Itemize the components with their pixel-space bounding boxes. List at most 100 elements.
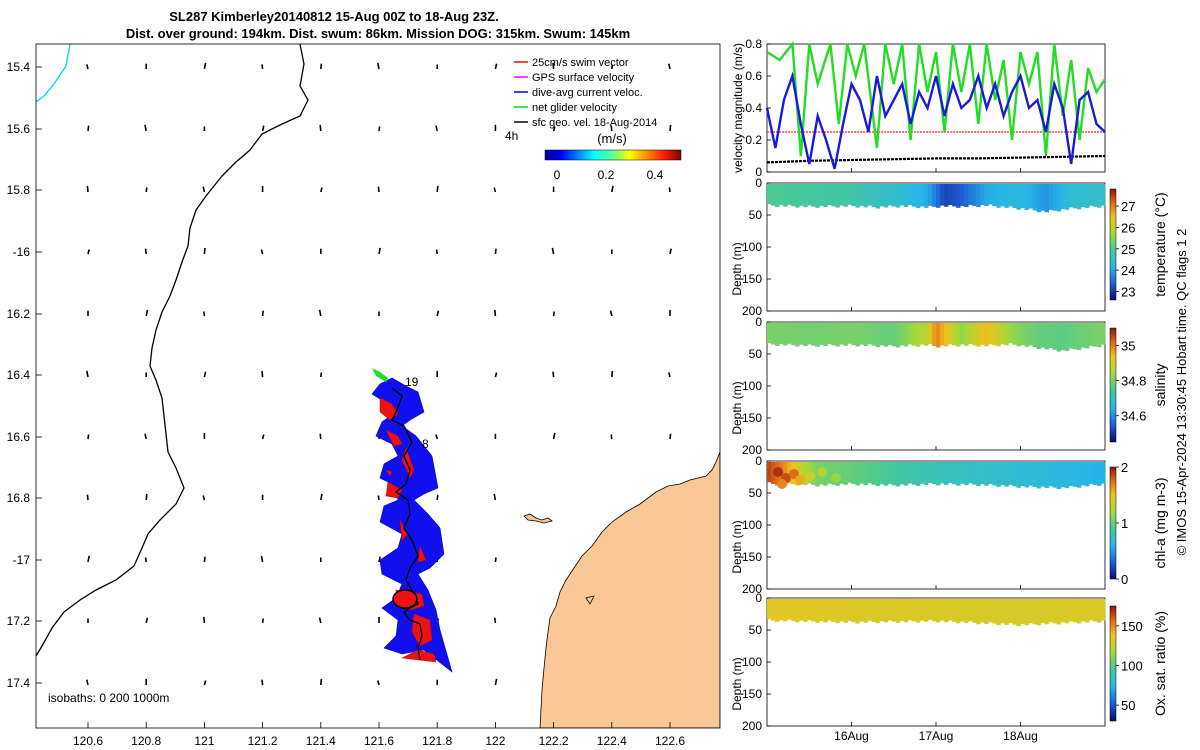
section-data-cell xyxy=(879,184,885,207)
section-data-cell xyxy=(835,184,840,208)
section-data-cell xyxy=(1068,184,1074,208)
section-data-cell xyxy=(1060,323,1066,351)
section-data-cell xyxy=(1052,184,1058,211)
section-data-cell xyxy=(855,599,860,624)
geo-velocity-arrow xyxy=(144,433,147,440)
section-data-cell xyxy=(807,599,812,621)
colorbar-tick-label: 100 xyxy=(1121,658,1143,673)
section-data-cell xyxy=(1072,599,1078,623)
section-data-cell xyxy=(968,323,973,344)
track-label-19: 19 xyxy=(405,375,419,389)
section-data-cell xyxy=(980,462,985,485)
section-data-cell xyxy=(839,599,844,622)
geo-velocity-arrow xyxy=(436,310,440,317)
section-data-cell xyxy=(1092,599,1098,622)
section-data-cell xyxy=(903,462,909,486)
section-data-cell xyxy=(1020,599,1025,625)
geo-velocity-arrow xyxy=(494,557,497,563)
section-data-cell xyxy=(1084,323,1090,349)
section-data-cell xyxy=(1088,323,1094,346)
section-data-cell xyxy=(859,184,864,206)
geo-velocity-arrow xyxy=(86,679,89,686)
section-data-cell xyxy=(783,599,788,622)
section-data-cell xyxy=(847,184,852,205)
section-data-cell xyxy=(899,599,905,621)
section-data-cell xyxy=(799,599,804,621)
section-data-cell xyxy=(1024,599,1029,626)
section-data-cell xyxy=(931,184,937,207)
section-data-cell xyxy=(940,184,945,206)
geo-velocity-arrow xyxy=(261,618,264,624)
section-data-cell xyxy=(964,599,969,624)
section-data-cell xyxy=(927,462,933,483)
section-data-cell xyxy=(919,323,925,345)
section-data-cell xyxy=(819,323,824,345)
section-data-cell xyxy=(1048,462,1054,487)
section-ytick-label: 50 xyxy=(749,347,763,361)
section-data-cell xyxy=(831,462,836,485)
island xyxy=(523,513,553,524)
chl-a-high-cell xyxy=(773,467,783,477)
lat-tick-label: 15.8 xyxy=(7,183,31,197)
section-data-cell xyxy=(1092,184,1098,207)
section-data-cell xyxy=(915,323,921,347)
section-data-cell xyxy=(831,599,836,622)
section-ytick-label: 200 xyxy=(742,304,762,318)
section-data-cell xyxy=(1008,599,1013,624)
section-panel-oxygen-saturation: 0 50 100 150 200 Depth (m) 50 100 150 Ox. sat. ra… xyxy=(730,591,1168,733)
section-ytick-label: 0 xyxy=(755,454,762,468)
section-data-cell xyxy=(1064,599,1070,624)
section-data-cell xyxy=(815,462,820,487)
section-data-cell xyxy=(1016,599,1021,627)
velocity-ytick-label: 0.6 xyxy=(745,69,762,83)
section-data-cell xyxy=(767,184,772,205)
section-ytick-label: 100 xyxy=(742,518,762,532)
section-data-cell xyxy=(1032,462,1037,488)
section-data-cell xyxy=(992,599,997,624)
section-data-cell xyxy=(1056,323,1062,352)
section-data-cell xyxy=(1028,599,1033,624)
section-data-cell xyxy=(1032,599,1037,625)
chl-a-high-cell xyxy=(795,475,805,485)
geo-velocity-arrow xyxy=(87,555,90,563)
section-data-cell xyxy=(944,462,949,485)
geo-velocity-arrow xyxy=(494,63,498,70)
section-data-cell xyxy=(875,323,881,348)
map-axes-frame xyxy=(35,43,721,729)
section-data-cell xyxy=(875,462,881,487)
section-data-cell xyxy=(863,184,868,208)
section-data-cell xyxy=(907,599,913,621)
section-data-cell xyxy=(996,599,1001,626)
legend-label: 25cm/s swim vector xyxy=(532,57,629,69)
section-data-cell xyxy=(791,599,796,621)
section-data-cell xyxy=(795,323,800,347)
section-ytick-label: 50 xyxy=(749,623,763,637)
section-data-cell xyxy=(911,462,917,485)
section-data-cell xyxy=(871,462,877,485)
date-tick-label: 17Aug xyxy=(919,729,954,743)
section-data-cell xyxy=(891,184,897,207)
section-data-cell xyxy=(1056,462,1062,490)
lat-tick-label: -16 xyxy=(13,245,31,259)
section-ytick-label: 50 xyxy=(749,486,763,500)
section-data-cell xyxy=(803,462,808,486)
section-data-cell xyxy=(1040,184,1046,211)
geo-velocity-arrow xyxy=(669,124,672,132)
section-data-cell xyxy=(807,184,812,206)
section-data-cell xyxy=(1088,462,1094,485)
section-data-cell xyxy=(847,323,852,344)
geo-velocity-arrow xyxy=(320,187,323,193)
legend-label: dive-avg current veloc. xyxy=(532,87,643,99)
colorbar-unit: (m/s) xyxy=(597,131,627,146)
section-data-cell xyxy=(771,599,776,621)
isobaths-label: isobaths: 0 200 1000m xyxy=(48,691,169,705)
section-data-cell xyxy=(827,184,832,206)
section-data-cell xyxy=(879,323,885,346)
section-data-cell xyxy=(988,184,993,205)
section-ylabel: Depth (m) xyxy=(730,242,744,295)
section-data-cell xyxy=(859,599,864,622)
geo-velocity-arrow xyxy=(203,247,206,255)
section-data-cell xyxy=(1036,323,1042,350)
section-data-cell xyxy=(1064,323,1070,351)
section-data-cell xyxy=(767,462,772,483)
